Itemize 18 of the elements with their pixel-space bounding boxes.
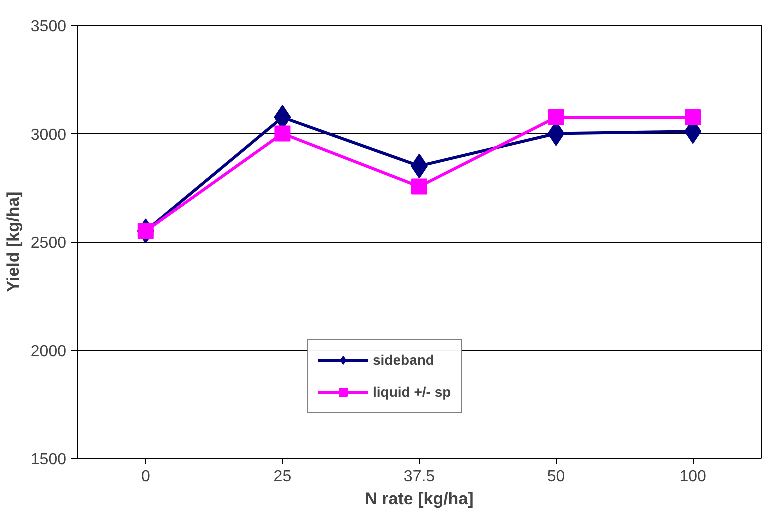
y-tick-label: 3000 (30, 126, 67, 144)
x-tick-label: 0 (141, 468, 150, 486)
legend-label: sideband (373, 352, 434, 368)
y-tick-label: 3500 (30, 18, 67, 36)
x-tick-label: 50 (547, 468, 566, 486)
y-tick-label: 2500 (30, 235, 67, 252)
point (274, 126, 291, 142)
x-axis-title: N rate [kg/ha] (365, 490, 474, 508)
x-tick-label: 100 (680, 468, 707, 486)
y-tick-label: 2000 (30, 343, 67, 360)
y-axis-title: Yield [kg/ha] (4, 192, 23, 292)
point (548, 110, 564, 126)
legend-label: liquid +/- sp (373, 384, 452, 400)
y-tick-label: 1500 (30, 452, 67, 468)
x-tick-label: 25 (274, 468, 292, 486)
point (685, 110, 702, 126)
x-tick-label: 37.5 (404, 468, 436, 486)
point (412, 178, 428, 195)
